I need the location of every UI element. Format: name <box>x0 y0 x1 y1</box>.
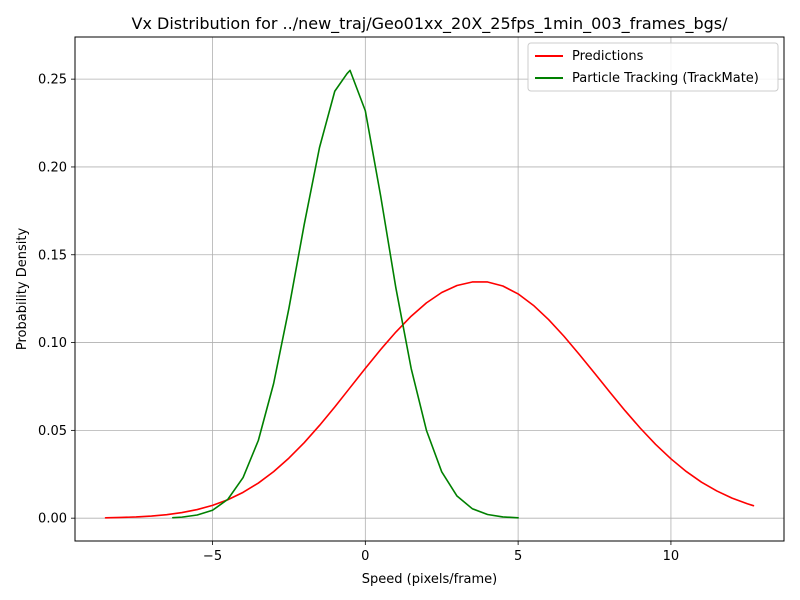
plot-frame <box>74 36 785 542</box>
legend-label-particle-tracking: Particle Tracking (TrackMate) <box>572 71 759 86</box>
legend-box <box>527 42 779 92</box>
series-lines <box>104 69 755 519</box>
y-tick-label: 0.25 <box>38 73 67 88</box>
y-axis-title: Probability Density <box>15 228 30 351</box>
y-tick-label: 0.10 <box>38 336 67 351</box>
legend-label-predictions: Predictions <box>572 49 644 64</box>
x-tick-label: 10 <box>663 549 680 564</box>
plot-background <box>75 37 784 541</box>
chart-title: Vx Distribution for ../new_traj/Geo01xx_… <box>132 14 729 34</box>
y-tick-label: 0.15 <box>38 248 67 263</box>
series-line-particle-tracking <box>171 69 519 519</box>
legend: Predictions Particle Tracking (TrackMate… <box>527 42 779 92</box>
x-tick-label: −5 <box>203 549 222 564</box>
x-axis-title: Speed (pixels/frame) <box>362 572 498 587</box>
x-tick-label: 5 <box>514 549 522 564</box>
y-tick-label: 0.00 <box>38 512 67 527</box>
y-tick-label: 0.05 <box>38 424 67 439</box>
x-tick-label: 0 <box>361 549 369 564</box>
y-tick-label: 0.20 <box>38 160 67 175</box>
x-axis-ticks: −5 0 5 10 <box>203 541 679 564</box>
y-axis-ticks: 0.00 0.05 0.10 0.15 0.20 0.25 <box>38 73 75 527</box>
series-line-predictions <box>104 281 755 519</box>
